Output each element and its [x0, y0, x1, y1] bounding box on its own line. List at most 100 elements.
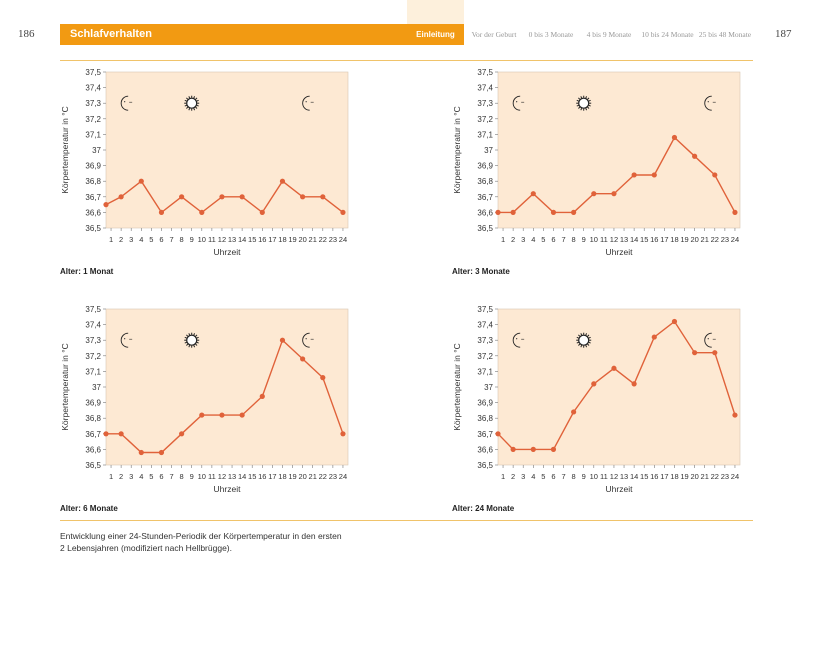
tab-10-bis-24-monate[interactable]: 10 bis 24 Monate [641, 30, 694, 39]
sun-disc [186, 97, 198, 109]
tab-0-bis-3-monate[interactable]: 0 bis 3 Monate [528, 30, 574, 39]
x-tick-label: 20 [298, 235, 306, 244]
y-tick-label: 36,5 [477, 461, 493, 470]
moon-eye [305, 338, 307, 340]
data-point [651, 172, 657, 178]
data-point [571, 209, 577, 215]
y-tick-label: 37,4 [85, 321, 101, 330]
data-point [340, 209, 346, 215]
bottom-rule [60, 520, 753, 521]
data-point [732, 209, 738, 215]
x-tick-label: 23 [721, 235, 729, 244]
y-tick-label: 36,7 [477, 193, 493, 202]
data-point [712, 350, 718, 356]
x-tick-label: 17 [268, 472, 276, 481]
x-tick-label: 2 [119, 472, 123, 481]
data-point [631, 172, 637, 178]
data-point [712, 172, 718, 178]
x-axis-label: Uhrzeit [214, 247, 242, 257]
x-tick-label: 6 [159, 235, 163, 244]
sun-ray [588, 336, 591, 339]
chart-svg-24-monate: 36,536,636,736,836,93737,137,237,337,437… [452, 305, 741, 494]
y-tick-label: 37,3 [477, 99, 493, 108]
x-tick-label: 14 [630, 235, 638, 244]
y-tick-label: 37,2 [85, 115, 101, 124]
sun-ray [184, 104, 187, 107]
x-tick-label: 10 [590, 235, 598, 244]
x-tick-label: 20 [298, 472, 306, 481]
sun-ray [195, 106, 198, 109]
x-tick-label: 14 [238, 472, 246, 481]
x-tick-label: 8 [572, 472, 576, 481]
x-tick-label: 3 [129, 472, 133, 481]
x-tick-label: 17 [660, 472, 668, 481]
moon-eye [124, 101, 126, 103]
sun-ray [580, 96, 583, 99]
x-tick-label: 3 [129, 235, 133, 244]
x-tick-label: 11 [600, 235, 608, 244]
sun-ray [585, 96, 588, 99]
y-tick-label: 36,5 [85, 461, 101, 470]
x-tick-label: 18 [670, 472, 678, 481]
sun-ray [576, 341, 579, 344]
x-tick-label: 1 [109, 235, 113, 244]
moon-eye [707, 338, 709, 340]
figure-caption-line-1: Entwicklung einer 24-Stunden-Periodik de… [60, 531, 342, 541]
tab-4-bis-9-monate[interactable]: 4 bis 9 Monate [586, 30, 632, 39]
tab-einleitung[interactable]: Einleitung [407, 24, 464, 45]
x-tick-label: 9 [190, 235, 194, 244]
x-tick-label: 4 [139, 472, 143, 481]
chart-24-monate: 36,5 36,6 36,7 36,8 36,9 37 37,1 37,2 37,3 37,4 37… [450, 301, 814, 526]
x-tick-label: 4 [531, 235, 535, 244]
tab-25-bis-48-monate[interactable]: 25 bis 48 Monate [698, 30, 752, 39]
sun-icon [576, 332, 592, 348]
chart-1-monat: 36,5 36,6 36,7 36,8 36,9 37 37,1 37,2 37,3 37,4 37… [58, 64, 428, 289]
top-rule [60, 60, 753, 61]
x-tick-label: 12 [610, 472, 618, 481]
sun-ray [580, 345, 583, 348]
x-tick-label: 9 [190, 472, 194, 481]
x-tick-label: 21 [701, 472, 709, 481]
x-tick-label: 14 [238, 235, 246, 244]
x-tick-label: 8 [180, 472, 184, 481]
x-tick-label: 24 [731, 472, 739, 481]
data-point [611, 191, 617, 197]
x-axis-label: Uhrzeit [214, 484, 242, 494]
sun-ray [578, 97, 581, 100]
x-tick-label: 7 [561, 235, 565, 244]
x-tick-label: 2 [511, 235, 515, 244]
x-tick-label: 15 [640, 472, 648, 481]
x-tick-label: 12 [610, 235, 618, 244]
y-tick-label: 36,6 [85, 208, 101, 217]
data-point [259, 393, 265, 399]
y-tick-label: 36,6 [477, 208, 493, 217]
caption-24-monate: Alter: 24 Monate [452, 504, 515, 513]
sun-ray [188, 345, 191, 348]
x-tick-label: 13 [620, 235, 628, 244]
data-point [320, 194, 326, 200]
y-tick-label: 36,9 [477, 399, 493, 408]
data-point [158, 449, 165, 456]
x-tick-label: 6 [551, 472, 555, 481]
data-point [179, 194, 185, 200]
y-axis-label: Körpertemperatur in °C [452, 106, 462, 194]
x-tick-label: 10 [590, 472, 598, 481]
sun-ray [184, 341, 187, 344]
tab-vor-der-geburt[interactable]: Vor der Geburt [471, 30, 517, 39]
x-axis-label: Uhrzeit [606, 247, 634, 257]
sun-disc [186, 334, 198, 346]
x-tick-label: 5 [149, 472, 153, 481]
sun-ray [193, 345, 196, 348]
x-tick-label: 8 [572, 235, 576, 244]
x-tick-label: 18 [278, 472, 286, 481]
x-tick-label: 1 [501, 472, 505, 481]
y-tick-label: 36,7 [85, 430, 101, 439]
data-point [591, 191, 597, 197]
x-tick-label: 20 [690, 472, 698, 481]
data-point [279, 337, 286, 343]
data-point [591, 381, 597, 387]
sun-icon [184, 95, 200, 111]
data-point [340, 431, 346, 437]
x-tick-label: 5 [541, 235, 545, 244]
x-tick-label: 11 [208, 472, 216, 481]
